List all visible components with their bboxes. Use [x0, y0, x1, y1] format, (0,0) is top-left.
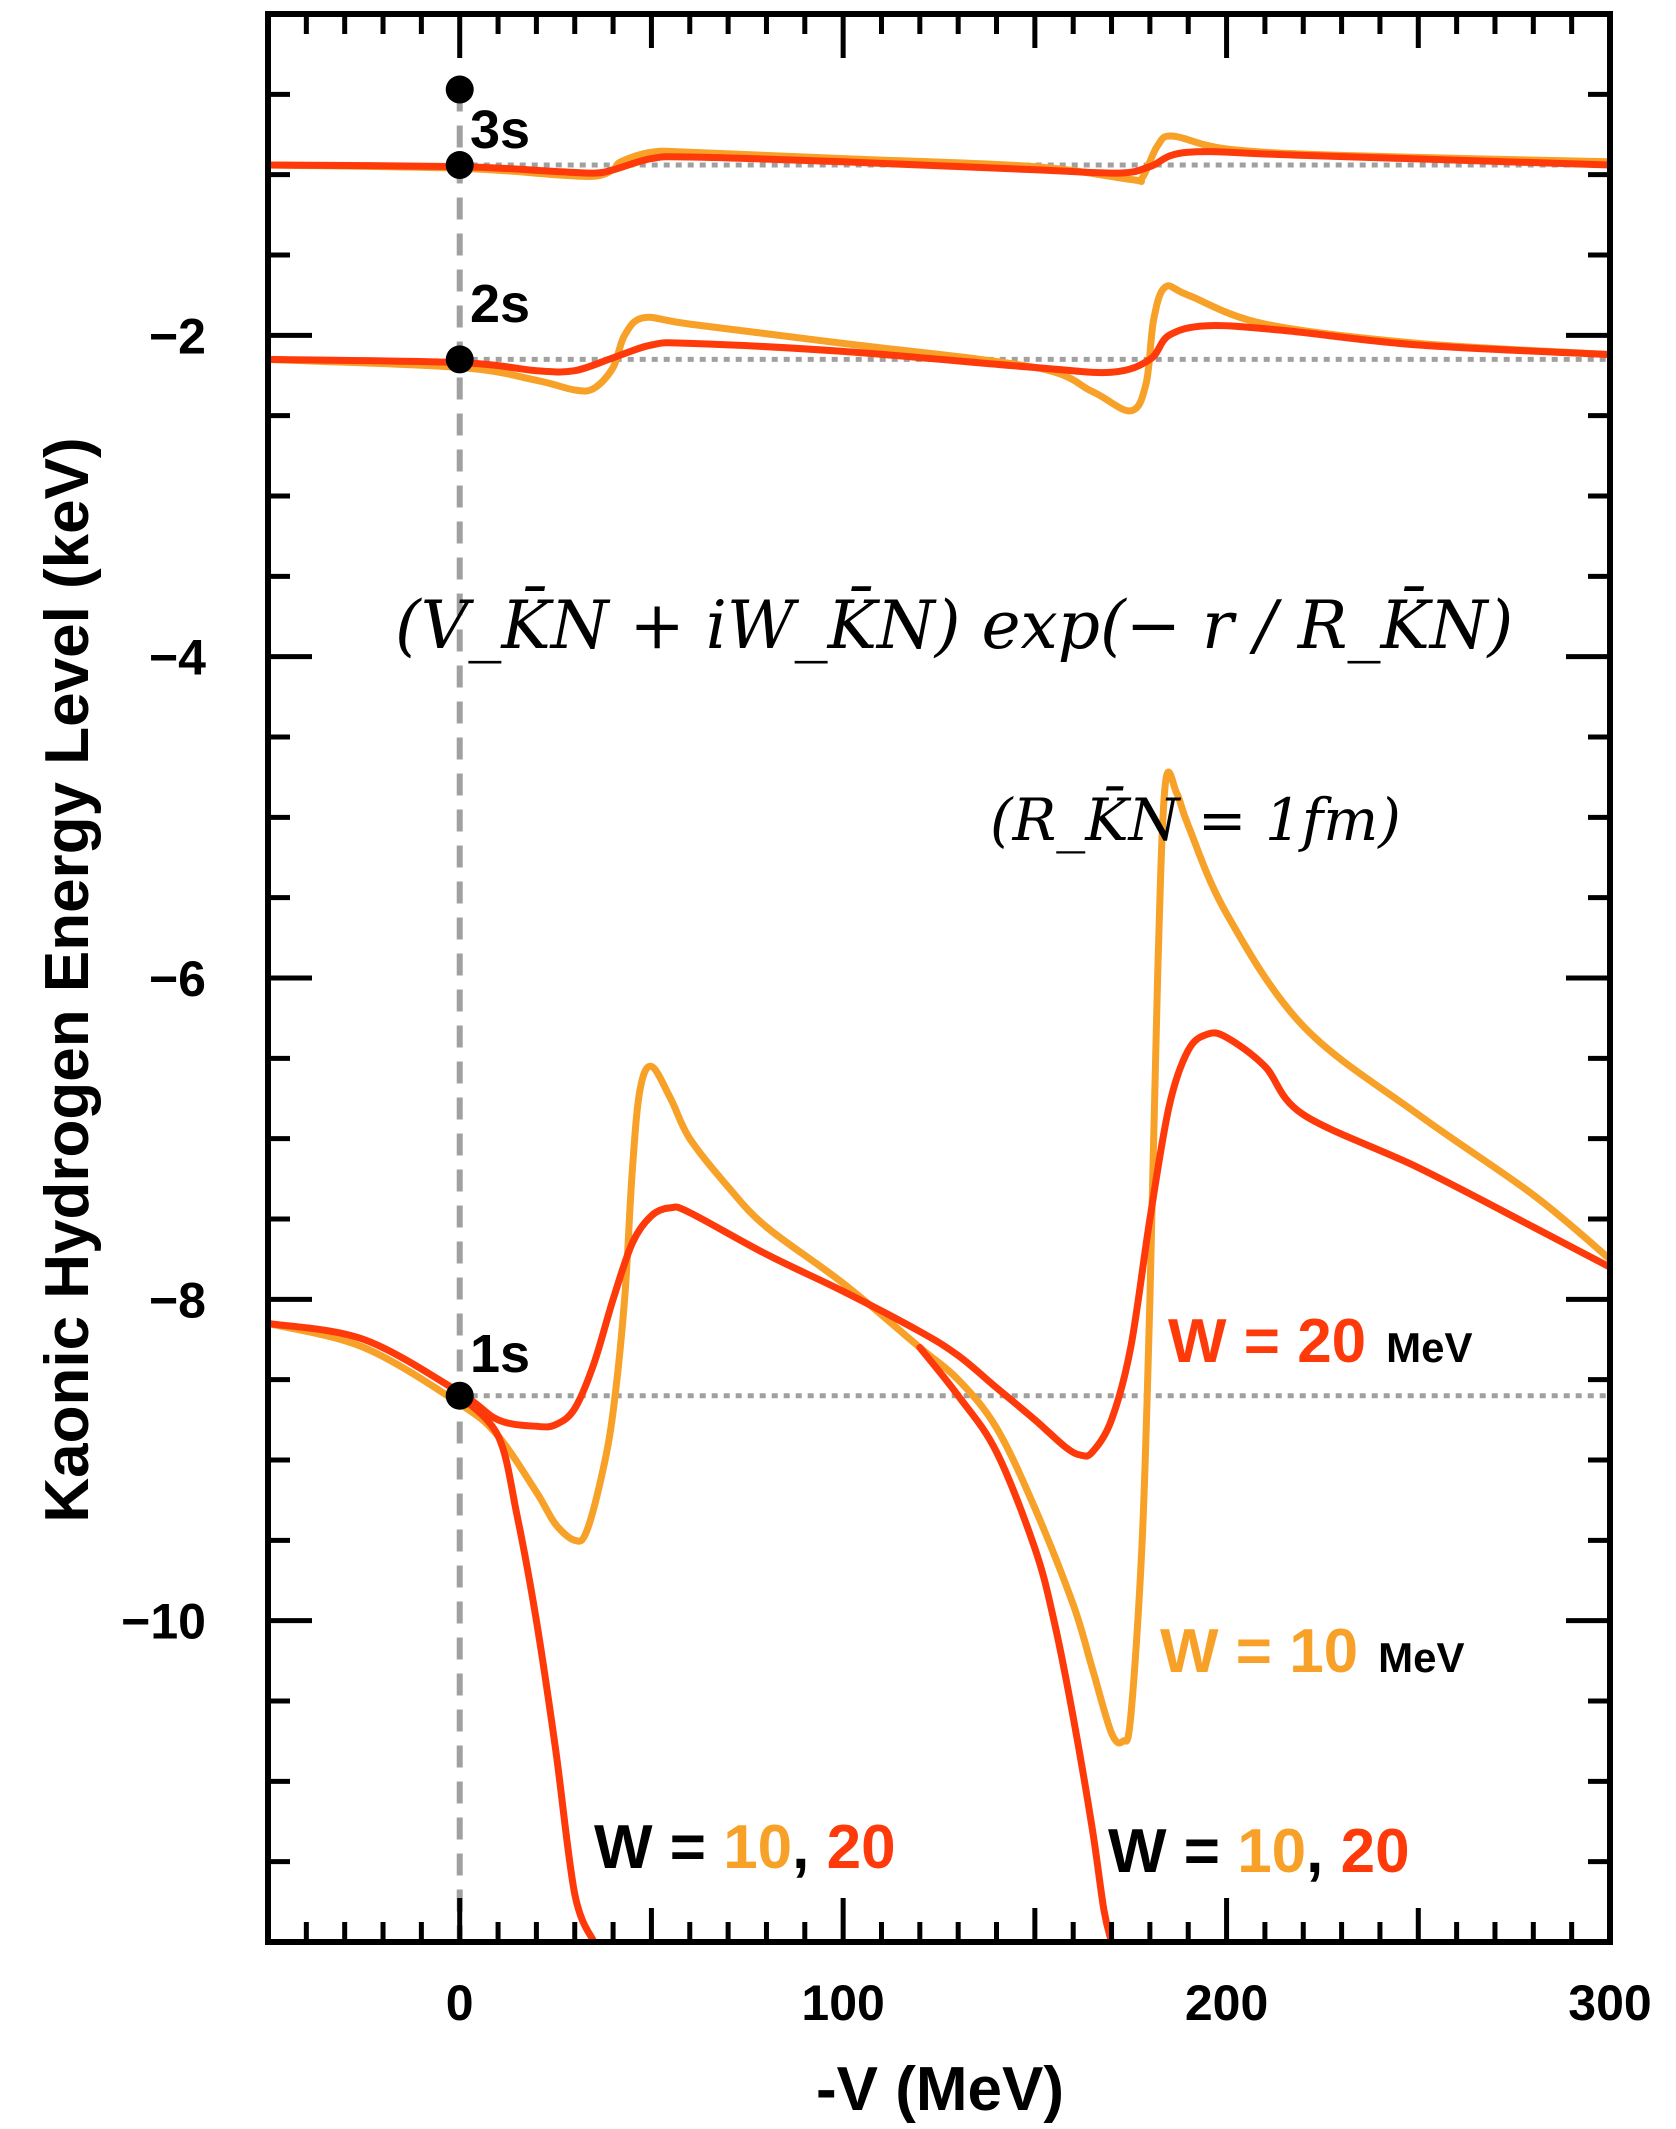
y-tick-label: −6	[149, 951, 206, 1007]
marker-3s	[445, 151, 474, 180]
marker-top	[445, 75, 474, 104]
legend-w20-unit: MeV	[1386, 1324, 1472, 1371]
formula-note: (R_K̄N = 1fm)	[990, 785, 1401, 854]
branch-label-2: W = 10, 20	[1108, 1817, 1410, 1886]
series-1s-upper-w20-4	[268, 1029, 1610, 1460]
marker-1s	[445, 1381, 474, 1410]
legend-w10-value: 10	[1289, 1617, 1358, 1686]
branch-label-1-v1: 10	[723, 1813, 792, 1882]
branch-label-2-v1: 10	[1237, 1817, 1306, 1886]
branch-label-1-sep: ,	[792, 1813, 826, 1882]
legend-w10-prefix: W =	[1160, 1617, 1289, 1686]
legend-w10-unit: MeV	[1378, 1634, 1464, 1681]
level-label-3s: 3s	[470, 100, 530, 160]
branch-label-1: W = 10, 20	[594, 1813, 896, 1882]
series-1s-lower-w20-6	[456, 1392, 598, 1942]
y-axis-title: Kaonic Hydrogen Energy Level (keV)	[33, 437, 102, 1522]
x-axis-title: -V (MeV)	[816, 2055, 1064, 2124]
level-label-2s: 2s	[470, 274, 530, 334]
legend-w20: W = 20 MeV	[1168, 1307, 1473, 1376]
branch-label-2-prefix: W =	[1108, 1817, 1237, 1886]
formula-main: (V_K̄N + iW_K̄N) exp(− r / R_K̄N)	[395, 587, 1513, 664]
level-label-1s: 1s	[470, 1324, 530, 1384]
series-3s-w20-0	[268, 148, 1610, 177]
series-2s-w10-3	[268, 282, 1610, 415]
branch-label-2-sep: ,	[1306, 1817, 1340, 1886]
y-tick-label: −2	[149, 308, 206, 364]
x-tick-label: 200	[1185, 1975, 1268, 2031]
branch-label-1-prefix: W =	[594, 1813, 723, 1882]
legend-w10: W = 10 MeV	[1160, 1617, 1465, 1686]
series-1s-upper-w10-5	[268, 768, 1610, 1747]
series-1s-lower-w20-7	[916, 1344, 1115, 1942]
x-tick-label: 300	[1568, 1975, 1651, 2031]
y-tick-label: −4	[149, 630, 206, 686]
y-tick-label: −10	[121, 1594, 206, 1650]
formula-annotation: (V_K̄N + iW_K̄N) exp(− r / R_K̄N) (R_K̄N…	[395, 587, 1513, 854]
marker-2s	[445, 345, 474, 374]
branch-label-1-v2: 20	[827, 1813, 896, 1882]
branch-label-2-v2: 20	[1341, 1817, 1410, 1886]
legend-w20-value: 20	[1297, 1307, 1366, 1376]
x-tick-label: 100	[801, 1975, 884, 2031]
series-2s-w20-2	[268, 322, 1610, 377]
y-tick-label: −8	[149, 1272, 206, 1328]
x-tick-label: 0	[446, 1975, 474, 2031]
legend-w20-prefix: W =	[1168, 1307, 1297, 1376]
